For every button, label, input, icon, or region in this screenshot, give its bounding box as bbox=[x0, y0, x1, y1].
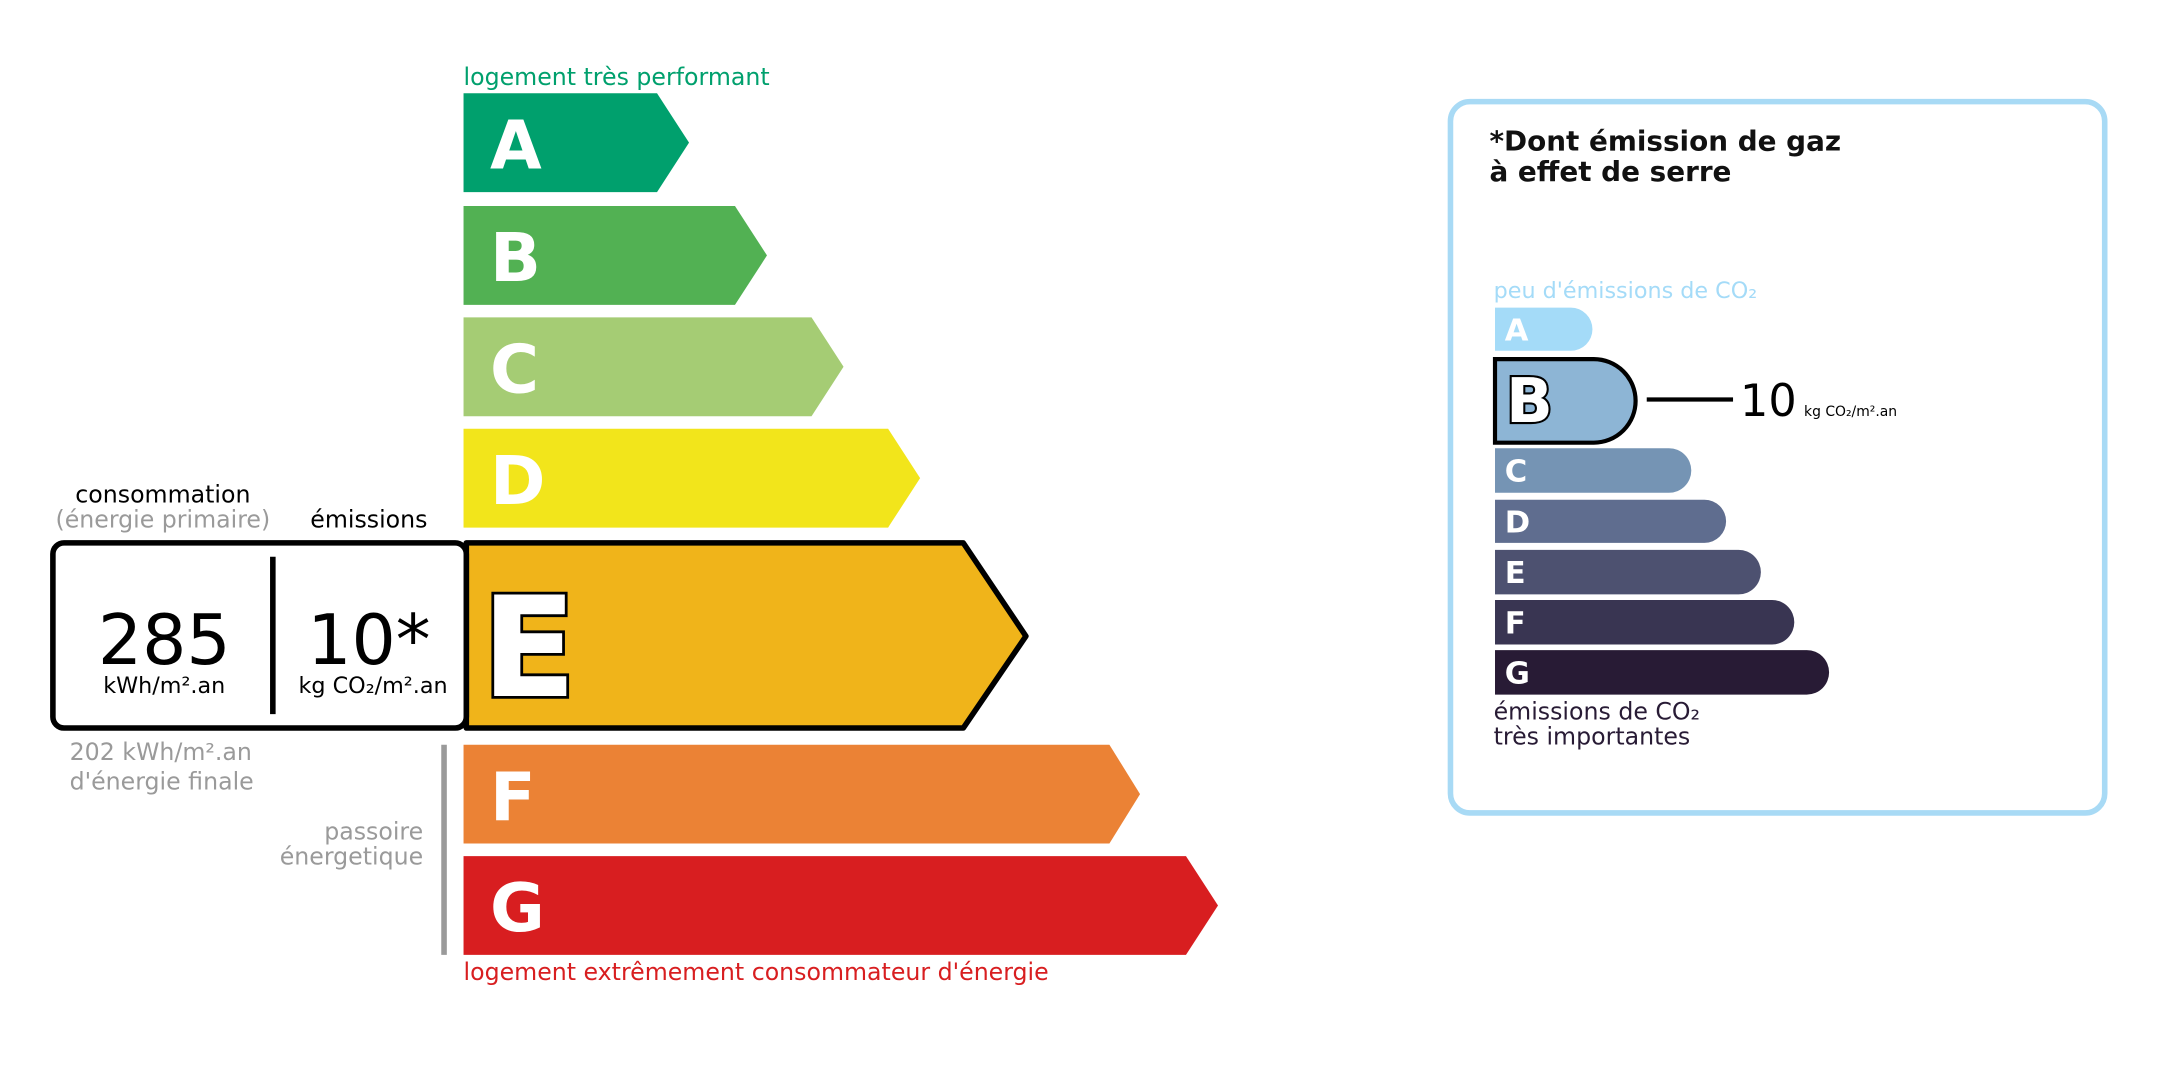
ges-title-line1: *Dont émission de gaz bbox=[1489, 124, 1841, 157]
energy-current-row: E 285 kWh/m².an 10* kg CO₂/m².an bbox=[50, 540, 1029, 732]
energy-bar-f bbox=[463, 744, 1141, 844]
ges-bar-e bbox=[1495, 549, 1761, 595]
energy-top-label: logement très performant bbox=[464, 63, 770, 91]
passoire-line2: énergetique bbox=[280, 842, 423, 870]
ges-bar-a bbox=[1495, 307, 1593, 351]
ges-bottom-line2: très importantes bbox=[1494, 723, 1691, 751]
ges-title-line2: à effet de serre bbox=[1489, 155, 1731, 188]
ges-letter-f: F bbox=[1505, 606, 1526, 641]
passoire-line1: passoire bbox=[324, 817, 423, 845]
ges-value: 10 bbox=[1740, 375, 1797, 427]
final-energy-label: d'énergie finale bbox=[70, 767, 254, 795]
ges-bar-c bbox=[1495, 448, 1692, 493]
ges-unit: kg CO₂/m².an bbox=[1804, 404, 1897, 420]
energy-letter-g: G bbox=[490, 869, 545, 947]
ges-bar-d bbox=[1495, 499, 1727, 543]
ges-letter-c: C bbox=[1505, 455, 1527, 490]
energy-letter-a: A bbox=[490, 106, 542, 184]
ges-letter-d: D bbox=[1505, 505, 1530, 540]
energy-values-box bbox=[50, 540, 470, 731]
ges-letter-g: G bbox=[1505, 656, 1530, 691]
ges-bar-b bbox=[1492, 357, 1638, 445]
energy-letter-b: B bbox=[490, 219, 541, 297]
energy-bar-g bbox=[463, 856, 1218, 955]
energy-letter-c: C bbox=[490, 331, 539, 409]
energy-bar-d bbox=[463, 428, 921, 528]
energy-bottom-label: logement extrêmement consommateur d'éner… bbox=[464, 958, 1049, 986]
consumption-subtitle: (énergie primaire) bbox=[55, 506, 270, 534]
ges-bar-g bbox=[1495, 650, 1830, 695]
ges-letter-e: E bbox=[1505, 556, 1526, 591]
energy-bar-a bbox=[463, 93, 690, 193]
consumption-value: 285 bbox=[98, 600, 231, 681]
emissions-value: 10* bbox=[307, 600, 430, 681]
final-energy-value: 202 kWh/m².an bbox=[70, 738, 252, 766]
energy-bar-c bbox=[463, 317, 844, 417]
consumption-title: consommation bbox=[75, 481, 250, 509]
energy-bar-b bbox=[463, 206, 767, 305]
ges-letter-a: A bbox=[1505, 313, 1529, 348]
energy-letter-d: D bbox=[490, 442, 545, 520]
ges-bottom-line1: émissions de CO₂ bbox=[1494, 698, 1700, 726]
energy-letter-f: F bbox=[490, 758, 536, 836]
emissions-title: émissions bbox=[310, 506, 427, 534]
ges-top-label: peu d'émissions de CO₂ bbox=[1494, 278, 1758, 304]
consumption-unit: kWh/m².an bbox=[103, 673, 225, 699]
energy-current-letter: E bbox=[481, 567, 576, 729]
ges-bar-f bbox=[1495, 599, 1795, 645]
ges-letter-b: B bbox=[1506, 366, 1553, 437]
emissions-unit: kg CO₂/m².an bbox=[299, 673, 448, 699]
